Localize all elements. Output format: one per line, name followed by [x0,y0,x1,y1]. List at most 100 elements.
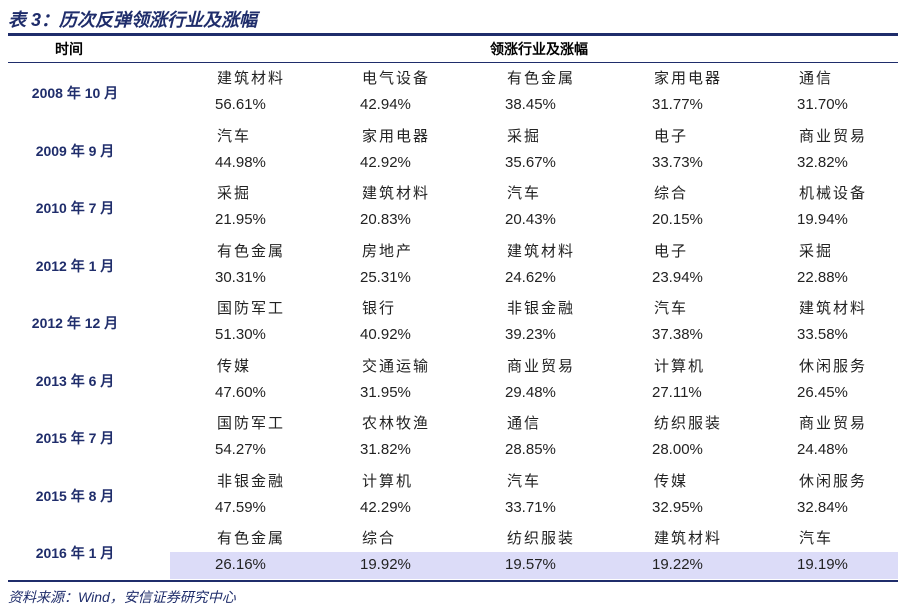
gain: 20.15% [652,211,703,228]
gain: 42.94% [360,96,411,113]
industry: 国防军工 [217,300,286,317]
gain: 47.59% [215,498,266,516]
gain: 22.88% [797,268,848,286]
industry: 汽车 [217,127,252,145]
row-date: 2015 年 8 月 [35,487,115,504]
industry: 商业贸易 [507,357,576,375]
industry: 综合 [654,185,689,202]
industry: 商业贸易 [799,415,868,432]
header-rule [8,62,898,63]
gain: 54.27% [215,441,266,458]
industry: 休闲服务 [799,357,868,375]
gain: 20.43% [505,211,556,228]
gain: 39.23% [505,326,556,343]
industry: 建筑材料 [799,300,868,317]
industry: 汽车 [507,185,542,202]
gain: 44.98% [215,153,266,171]
industry: 汽车 [507,472,542,490]
gain: 19.94% [797,211,848,228]
gain: 40.92% [360,326,411,343]
industry: 采掘 [217,185,252,202]
industry: 传媒 [654,472,689,490]
industry: 综合 [362,530,397,547]
row-date: 2016 年 1 月 [35,545,115,561]
gain: 28.00% [652,441,703,458]
gain: 26.45% [797,383,848,401]
gain: 47.60% [215,383,266,401]
industry: 纺织服装 [507,530,576,547]
industry: 电气设备 [362,70,431,87]
industry: 家用电器 [654,70,723,87]
gain: 19.57% [505,556,556,573]
gain: 25.31% [360,268,411,286]
gain: 33.73% [652,153,703,171]
row-date: 2015 年 7 月 [35,430,115,446]
top-rule [8,33,898,36]
industry: 建筑材料 [362,185,431,202]
source-note: 资料来源：Wind，安信证券研究中心 [8,589,236,605]
row-date: 2012 年 1 月 [35,257,115,274]
gain: 31.95% [360,383,411,401]
gain: 19.92% [360,556,411,573]
industry: 通信 [507,415,542,432]
gain: 35.67% [505,153,556,171]
row-date: 2009 年 9 月 [35,142,115,159]
gain: 33.71% [505,498,556,516]
industry: 建筑材料 [654,530,723,547]
industry: 有色金属 [217,530,286,547]
gain: 31.77% [652,96,703,113]
row-date: 2010 年 7 月 [35,200,115,216]
gain: 24.48% [797,441,848,458]
industry: 汽车 [799,530,834,547]
industry: 汽车 [654,300,689,317]
gain: 31.70% [797,96,848,113]
industry: 采掘 [507,127,542,145]
gain: 51.30% [215,326,266,343]
industry: 房地产 [362,242,414,260]
industry: 建筑材料 [507,242,576,260]
industry: 家用电器 [362,127,431,145]
bottom-rule [8,580,898,582]
gain: 32.82% [797,153,848,171]
column-header: 时间 [55,41,83,57]
gain: 32.84% [797,498,848,516]
industry: 有色金属 [217,242,286,260]
industry: 传媒 [217,357,252,375]
gain: 56.61% [215,96,266,113]
gain: 33.58% [797,326,848,343]
gain: 37.38% [652,326,703,343]
gain: 31.82% [360,441,411,458]
industry: 计算机 [654,357,706,375]
gain: 42.29% [360,498,411,516]
row-date: 2012 年 12 月 [31,315,119,331]
industry: 机械设备 [799,185,868,202]
industry: 采掘 [799,242,834,260]
gain: 28.85% [505,441,556,458]
row-date: 2013 年 6 月 [35,372,115,389]
industry: 电子 [654,242,689,260]
industry: 交通运输 [362,357,431,375]
gain: 20.83% [360,211,411,228]
gain: 30.31% [215,268,266,286]
gain: 19.19% [797,556,848,573]
gain: 27.11% [652,383,702,401]
industry: 纺织服装 [654,415,723,432]
gain: 42.92% [360,153,411,171]
gain: 29.48% [505,383,556,401]
gain: 23.94% [652,268,703,286]
gain: 32.95% [652,498,703,516]
gain: 24.62% [505,268,556,286]
gain: 19.22% [652,556,703,573]
industry: 计算机 [362,472,414,490]
industry: 有色金属 [507,70,576,87]
gain: 21.95% [215,211,266,228]
industry: 银行 [362,300,397,317]
gain: 38.45% [505,96,556,113]
industry: 非银金融 [507,300,576,317]
industry: 非银金融 [217,472,286,490]
highlight [170,552,898,579]
row-date: 2008 年 10 月 [31,85,119,101]
industry: 建筑材料 [217,70,286,87]
column-header: 领涨行业及涨幅 [490,41,588,57]
